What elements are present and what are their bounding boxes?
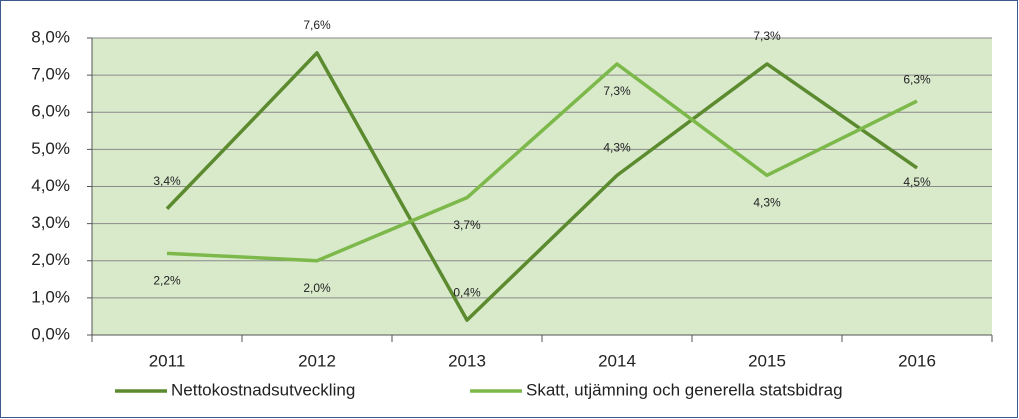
x-tick-label: 2011 <box>149 351 186 370</box>
y-tick-label: 3,0% <box>31 213 70 232</box>
y-tick-label: 1,0% <box>31 287 70 306</box>
data-label: 7,3% <box>603 84 631 98</box>
data-label: 6,3% <box>903 72 931 86</box>
data-label: 2,0% <box>303 281 331 295</box>
y-tick-label: 5,0% <box>31 139 70 158</box>
x-tick-label: 2014 <box>598 351 636 370</box>
y-tick-label: 6,0% <box>31 102 70 121</box>
y-tick-label: 2,0% <box>31 250 70 269</box>
y-tick-label: 4,0% <box>31 176 70 195</box>
data-label: 3,7% <box>453 218 481 232</box>
data-label: 4,5% <box>903 175 931 189</box>
data-label: 4,3% <box>603 141 631 155</box>
data-label: 7,3% <box>753 29 781 43</box>
y-tick-label: 8,0% <box>31 27 70 46</box>
x-tick-label: 2013 <box>448 351 486 370</box>
data-label: 7,6% <box>303 18 331 32</box>
data-label: 2,2% <box>153 273 181 287</box>
data-label: 4,3% <box>753 196 781 210</box>
series-line <box>165 51 918 322</box>
legend-label: Skatt, utjämning och generella statsbidr… <box>526 380 843 399</box>
x-tick-label: 2015 <box>748 351 786 370</box>
x-tick-label: 2012 <box>298 351 336 370</box>
series-line <box>166 62 918 263</box>
x-tick-label: 2016 <box>898 351 936 370</box>
legend-label: Nettokostnadsutveckling <box>171 380 355 399</box>
data-label: 3,4% <box>153 174 181 188</box>
y-tick-label: 0,0% <box>31 324 70 343</box>
data-label: 0,4% <box>453 285 481 299</box>
y-tick-label: 7,0% <box>31 65 70 84</box>
